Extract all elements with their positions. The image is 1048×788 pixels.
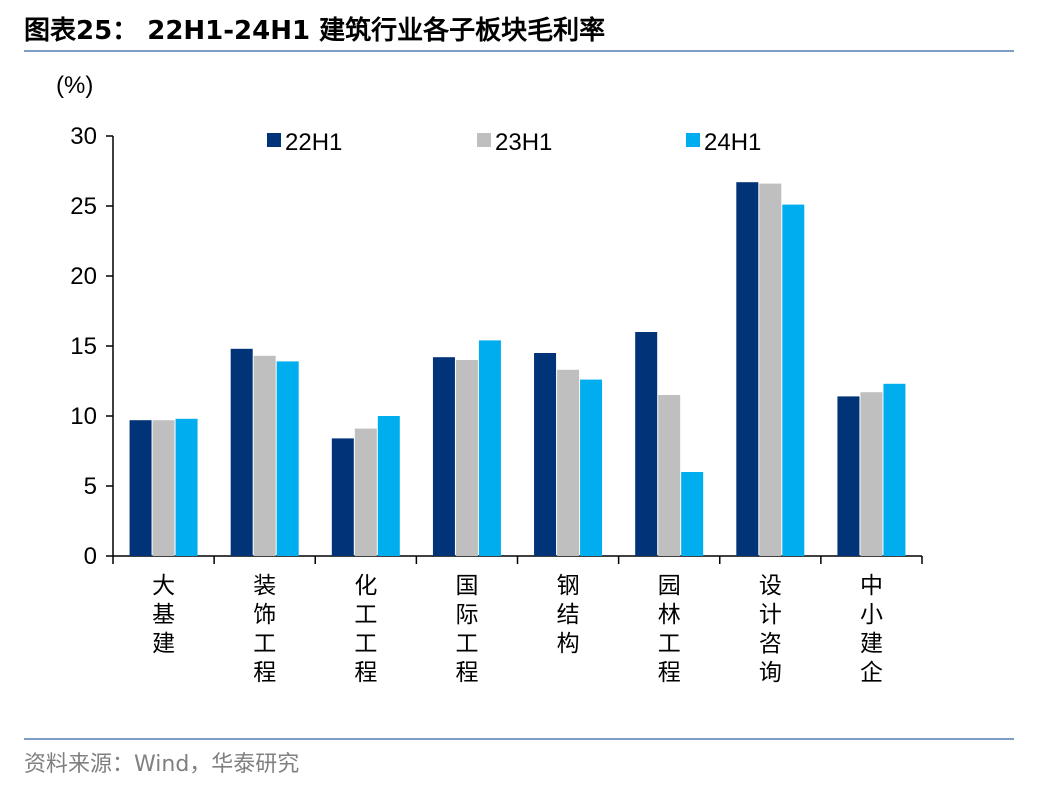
bar-22H1-化工工程 (331, 438, 354, 556)
x-category-label: 国际工程 (455, 573, 478, 686)
bar-24H1-钢结构 (580, 379, 603, 556)
header-divider (24, 50, 1014, 52)
bar-24H1-装饰工程 (276, 361, 299, 556)
bar-22H1-装饰工程 (230, 348, 253, 556)
y-tick-label: 15 (70, 333, 97, 360)
bar-22H1-钢结构 (534, 353, 557, 556)
bar-24H1-大基建 (175, 418, 198, 556)
bar-23H1-中小建企 (860, 392, 883, 556)
bar-22H1-设计咨询 (736, 182, 759, 556)
bar-22H1-中小建企 (837, 396, 860, 556)
y-tick-label: 0 (84, 543, 97, 570)
x-category-label: 化工工程 (354, 573, 377, 686)
legend-label-23H1: 23H1 (495, 129, 552, 156)
legend-swatch-24H1 (686, 133, 700, 147)
legend-label-22H1: 22H1 (285, 129, 342, 156)
bar-23H1-设计咨询 (759, 183, 782, 556)
bar-24H1-园林工程 (681, 472, 704, 556)
chart-title: 图表25： 22H1-24H1 建筑行业各子板块毛利率 (24, 16, 606, 46)
y-tick-label: 10 (70, 403, 97, 430)
y-tick-label: 5 (84, 473, 97, 500)
bar-23H1-装饰工程 (253, 355, 276, 556)
y-tick-label: 30 (70, 123, 97, 150)
source-note: 资料来源：Wind，华泰研究 (24, 752, 300, 777)
x-category-label: 园林工程 (658, 573, 681, 686)
bar-24H1-中小建企 (883, 383, 906, 556)
x-category-label: 钢结构 (557, 573, 580, 657)
bar-22H1-大基建 (129, 420, 152, 556)
x-category-label: 装饰工程 (253, 573, 276, 686)
legend-swatch-22H1 (267, 133, 281, 147)
chart-header: 图表25： 22H1-24H1 建筑行业各子板块毛利率 (24, 12, 1014, 50)
y-tick-label: 25 (70, 193, 97, 220)
x-category-label: 中小建企 (860, 573, 883, 686)
bar-23H1-国际工程 (455, 360, 478, 556)
bar-24H1-国际工程 (478, 340, 501, 556)
legend-swatch-23H1 (477, 133, 491, 147)
bar-23H1-大基建 (152, 420, 175, 556)
bar-23H1-化工工程 (354, 428, 377, 556)
bar-22H1-国际工程 (432, 357, 455, 556)
bar-23H1-钢结构 (557, 369, 580, 556)
footer-divider (24, 738, 1014, 740)
bar-23H1-园林工程 (658, 395, 681, 556)
y-axis-unit-label: (%) (56, 72, 93, 99)
legend-label-24H1: 24H1 (704, 129, 761, 156)
bar-22H1-园林工程 (635, 332, 658, 556)
x-category-label: 设计咨询 (759, 573, 782, 686)
x-category-label: 大基建 (152, 573, 175, 657)
bar-24H1-化工工程 (377, 416, 400, 556)
y-tick-label: 20 (70, 263, 97, 290)
bar-24H1-设计咨询 (782, 204, 805, 556)
